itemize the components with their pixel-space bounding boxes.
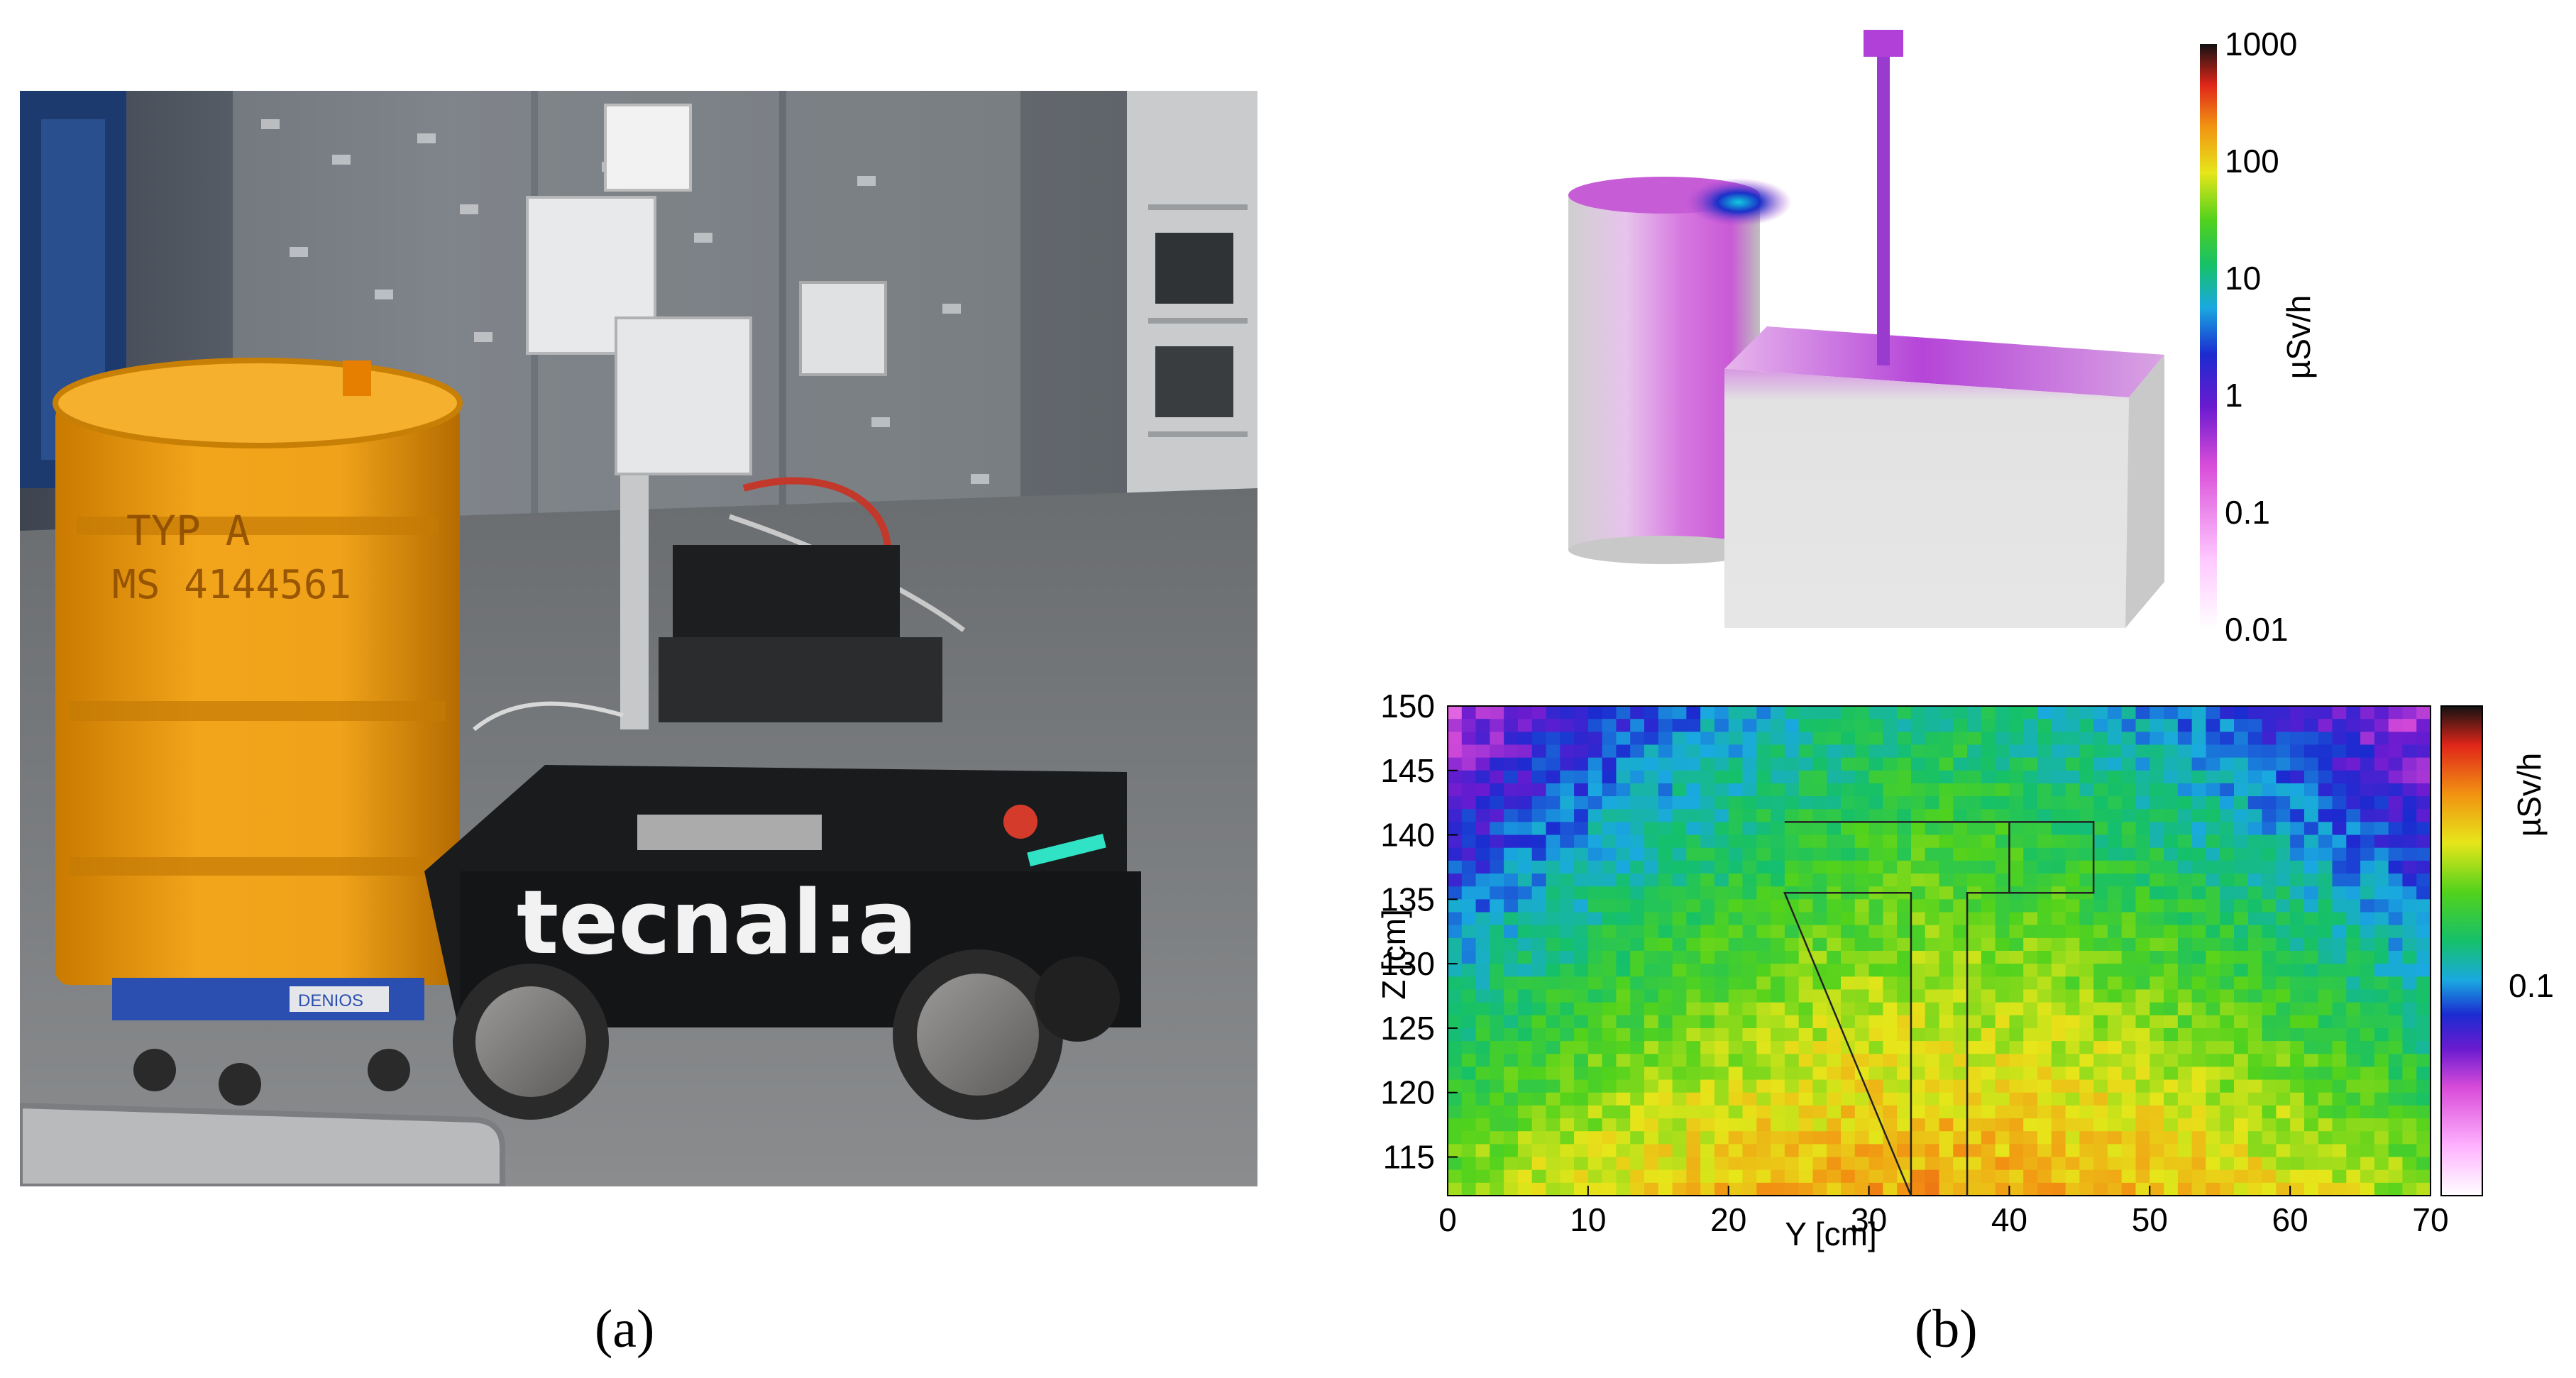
dolly-label: DENIOS — [298, 991, 363, 1010]
panel-a-label: (a) — [595, 1299, 655, 1359]
y-tick-label: 115 — [1383, 1139, 1435, 1176]
heatmap-colorbar-unit: µSv/h — [2511, 753, 2548, 837]
heatmap-cells — [1448, 706, 2431, 1196]
robot-photo: TYP A MS 4144561 DENIOS tecnal:a — [20, 91, 1257, 1186]
colorbar-3d-tick-label: 0.1 — [2225, 494, 2270, 531]
y-tick-label: 125 — [1380, 1010, 1435, 1047]
drum-text-2: MS 4144561 — [112, 562, 351, 608]
t-rod — [1877, 53, 1890, 365]
x-tick-label: 40 — [1991, 1201, 2027, 1238]
x-axis-title: Y [cm] — [1785, 1216, 1877, 1252]
x-tick-label: 70 — [2412, 1201, 2448, 1238]
t-shape-outline — [1783, 821, 2095, 1196]
heatmap-colorbar — [2440, 705, 2483, 1196]
y-tick-label: 140 — [1380, 817, 1435, 854]
x-tick-label: 0 — [1438, 1201, 1457, 1238]
y-axis-title: Z [cm] — [1375, 909, 1412, 1000]
drum-text-1: TYP A — [126, 507, 251, 555]
colorbar-3d-tick-label: 0.01 — [2225, 611, 2289, 648]
y-tick-label: 150 — [1380, 688, 1435, 724]
y-tick-label: 120 — [1380, 1074, 1435, 1111]
x-tick-label: 30 — [1851, 1201, 1887, 1238]
y-tick-label: 130 — [1380, 945, 1435, 982]
t-rod-cap — [1864, 30, 1903, 57]
x-axis-ticks: 0 10 20 30 40 50 60 70 — [1438, 1186, 2449, 1238]
y-tick-label: 135 — [1380, 881, 1435, 917]
x-tick-label: 50 — [2132, 1201, 2168, 1238]
colorbar-3d-ticks: 1000 100 10 1 0.1 0.01 — [2225, 26, 2297, 648]
panel-b-label: (b) — [1915, 1299, 1978, 1359]
colorbar-3d — [2200, 44, 2217, 629]
colorbar-3d-tick-label: 1 — [2225, 377, 2243, 414]
robot-logo: tecnal:a — [517, 872, 918, 974]
colorbar-3d-tick-label: 1000 — [2225, 26, 2297, 62]
heatmap-colorbar-tick: 0.1 — [2509, 967, 2554, 1004]
heatmap-frame — [1447, 705, 2431, 1196]
y-axis-ticks: 150 145 140 135 130 125 120 115 — [1380, 688, 1458, 1176]
y-tick-label: 145 — [1380, 752, 1435, 789]
colorbar-3d-unit: µSv/h — [2280, 295, 2317, 380]
x-tick-label: 10 — [1570, 1201, 1606, 1238]
box-front — [1724, 369, 2129, 628]
colorbar-3d-tick-label: 100 — [2225, 143, 2279, 180]
box-top — [1724, 326, 2164, 397]
colorbar-3d-tick-label: 10 — [2225, 260, 2261, 297]
x-tick-label: 20 — [1710, 1201, 1746, 1238]
x-tick-label: 60 — [2272, 1201, 2308, 1238]
t-outline-path — [1783, 821, 2095, 1196]
robot-photo-illustration: TYP A MS 4144561 DENIOS tecnal:a — [20, 91, 1257, 1186]
